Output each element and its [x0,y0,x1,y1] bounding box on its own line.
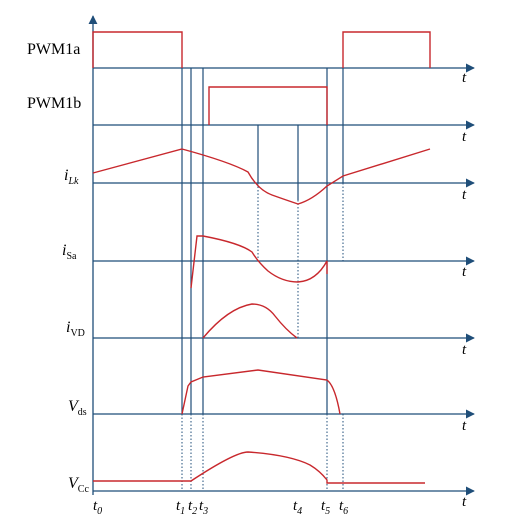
time-markers [181,68,344,414]
label-vds: Vds [68,398,87,418]
waveforms [92,31,431,484]
tick-t3: t3 [199,498,208,517]
label-ivd-main: i [66,319,70,336]
wave-ilk [92,148,431,205]
axis-t-pwm1b: t [462,129,467,145]
tick-t0: t0 [93,498,102,517]
dotted-markers [181,183,344,491]
signal-labels: PWM1a PWM1b iLk iSa iVD Vds VCc [27,41,89,495]
wave-ivd [202,303,298,339]
axis-t-ivd: t [462,342,467,358]
label-pwm1b: PWM1b [27,95,81,112]
label-vds-sub: ds [78,407,87,418]
label-pwm1a: PWM1a [27,41,80,58]
wave-vcc [93,451,425,484]
wave-pwm1a [92,31,431,68]
horizontal-axes [93,63,475,496]
label-isa-main: i [62,242,66,259]
label-isa: iSa [62,242,77,262]
label-ilk: iLk [64,167,79,187]
time-tick-labels: t0 t1 t2 t3 t4 t5 t6 [93,498,348,517]
tick-t1: t1 [176,498,185,517]
label-ivd: iVD [66,319,85,339]
label-vcc-main: V [68,475,80,492]
wave-pwm1b [208,86,328,125]
label-ilk-sub: Lk [67,176,79,187]
tick-t6: t6 [339,498,348,517]
axis-t-labels: t t t t t t t [462,70,467,510]
axis-t-vds: t [462,418,467,434]
label-vcc: VCc [68,475,89,495]
wave-isa [190,235,328,289]
label-ivd-sub: VD [70,328,84,339]
tick-t2: t2 [188,498,197,517]
axis-t-vcc: t [462,494,467,510]
label-vcc-sub: Cc [78,484,90,495]
axis-t-ilk: t [462,187,467,203]
tick-t5: t5 [321,498,330,517]
wave-vds [181,369,341,415]
label-isa-sub: Sa [66,251,77,262]
label-ilk-main: i [64,167,68,184]
axis-t-isa: t [462,264,467,280]
tick-t4: t4 [293,498,302,517]
label-vds-main: V [68,398,80,415]
axis-t-pwm1a: t [462,70,467,86]
